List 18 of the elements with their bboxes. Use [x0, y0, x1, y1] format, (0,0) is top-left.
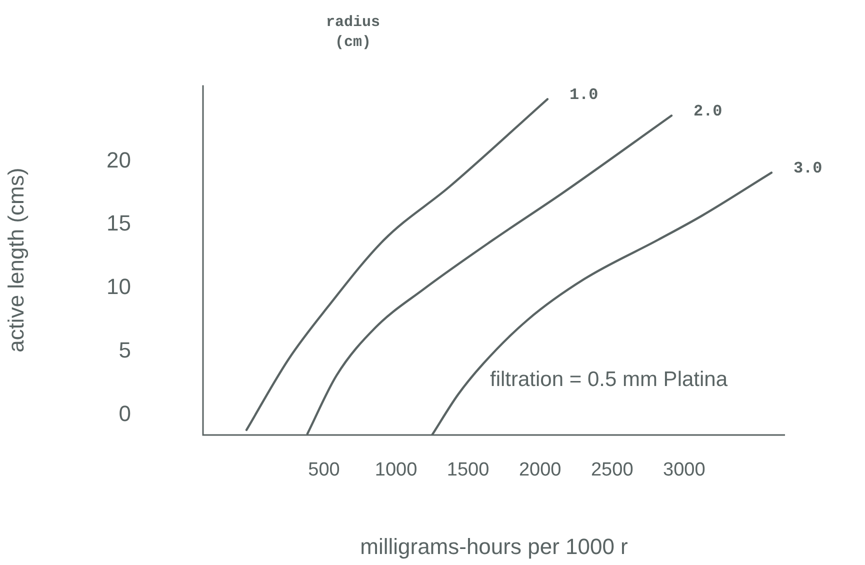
- x-axis-title: milligrams-hours per 1000 r: [360, 534, 628, 559]
- annotation: filtration = 0.5 mm Platina: [490, 368, 728, 391]
- x-tick-label: 1500: [446, 460, 490, 481]
- x-tick-label: 2500: [590, 460, 634, 481]
- y-axis-title: active length (cms): [3, 168, 28, 352]
- series-label: 1.0: [569, 86, 598, 104]
- x-tick-label: 2000: [518, 460, 562, 481]
- x-tick-label: 1000: [374, 460, 418, 481]
- y-tick-label: 5: [118, 337, 131, 362]
- y-tick-label: 10: [106, 274, 131, 300]
- y-tick-label: 20: [106, 147, 131, 172]
- legend-title: radius (cm): [326, 14, 380, 51]
- series-label: 2.0: [693, 102, 722, 121]
- y-tick-label: 0: [118, 400, 131, 426]
- x-tick-label: 500: [308, 460, 340, 481]
- series-label: 3.0: [793, 160, 822, 178]
- x-tick-label: 3000: [663, 460, 706, 481]
- y-tick-label: 15: [106, 210, 131, 236]
